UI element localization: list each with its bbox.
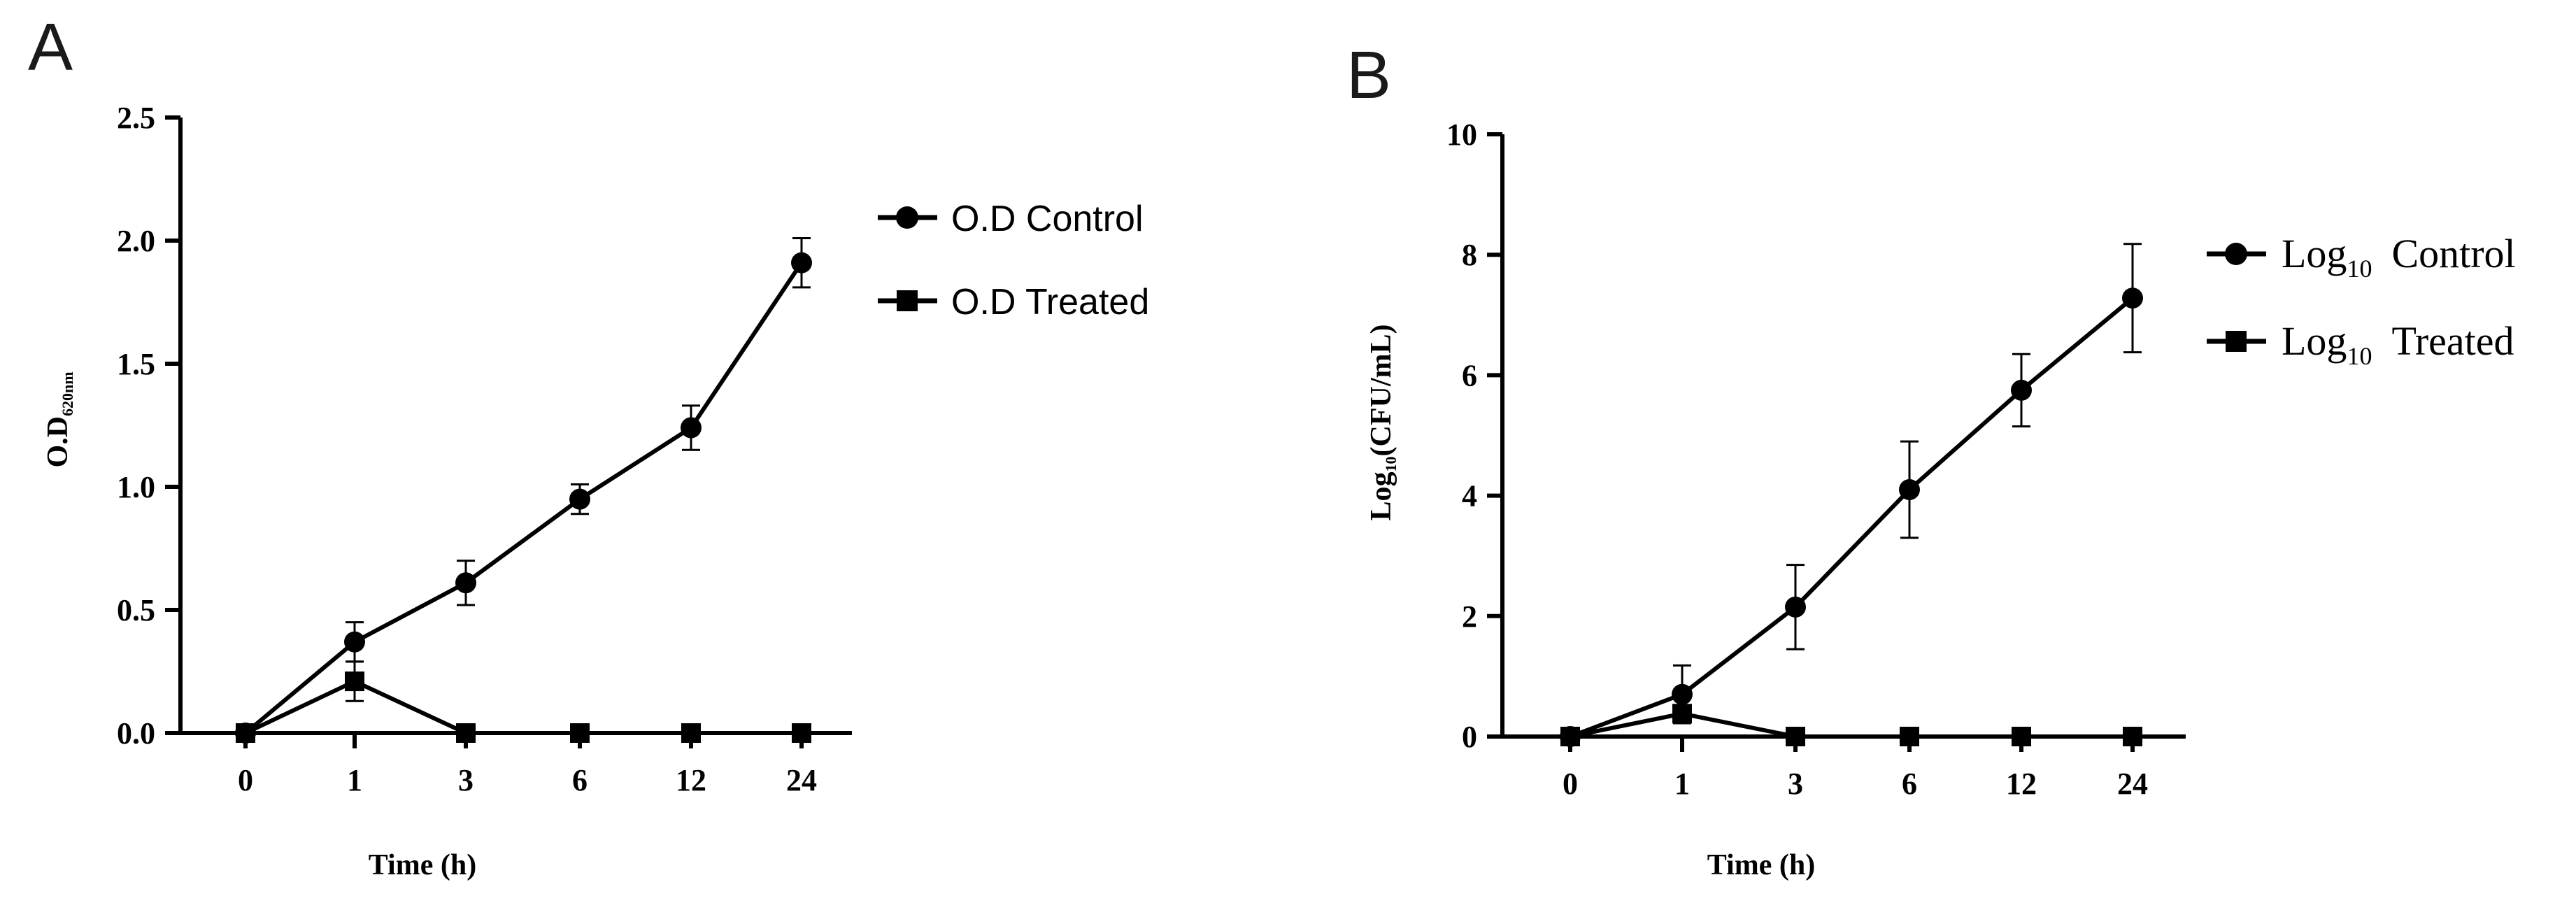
panel-a-x-tick-label: 3 xyxy=(458,763,474,797)
panel-b-y-tick-label: 8 xyxy=(1462,238,1477,272)
panel-a-legend-control-marker xyxy=(896,206,918,229)
panel-b-legend-treated-sub: 10 xyxy=(2347,342,2372,370)
panel-b-legend-treated-pre: Log xyxy=(2282,318,2347,364)
panel-a-y-axis-title-main: O.D xyxy=(42,416,74,468)
panel-a-legend-treated-marker xyxy=(897,290,918,311)
panel-a-series-control-point xyxy=(681,417,702,439)
panel-a-series-control-point xyxy=(344,631,365,653)
panel-a-series-treated-point xyxy=(570,723,590,743)
panel-a-y-axis-title-sub: 620nm xyxy=(59,371,76,416)
panel-a-series-control-point xyxy=(569,488,590,510)
panel-b-series-treated-point xyxy=(1900,727,1919,746)
panel-b-y-tick-label: 2 xyxy=(1462,599,1477,634)
panel-b-series-treated-point xyxy=(1560,727,1580,746)
panel-a-series-control-point xyxy=(791,252,812,273)
panel-a: A 0.0 0.5 1.0 1.5 2.0 2.5 0 1 3 6 12 24 O.D620nm Ti… xyxy=(28,10,1149,881)
panel-a-series-treated-point xyxy=(792,723,811,743)
panel-b-x-tick-label: 6 xyxy=(1902,767,1917,801)
panel-b-y-axis-title-sub: 10 xyxy=(1382,456,1400,471)
panel-b-x-tick-label: 12 xyxy=(2006,767,2037,801)
panel-a-y-tick-label: 1.0 xyxy=(117,470,155,504)
panel-b-x-tick-label: 0 xyxy=(1563,767,1578,801)
panel-b-y-tick-label: 4 xyxy=(1462,479,1477,513)
panel-a-series-treated-point xyxy=(236,723,255,743)
panel-b-legend-treated-label: Log10 Treated xyxy=(2282,318,2514,370)
panel-b-series-control-point xyxy=(2011,379,2032,401)
panel-a-series-treated-line xyxy=(244,679,802,735)
panel-a-series-control-point xyxy=(455,572,476,594)
panel-a-x-tick-label: 12 xyxy=(676,763,706,797)
panel-b-y-tick-label: 6 xyxy=(1462,358,1477,392)
panel-a-series-treated-point xyxy=(456,723,476,743)
panel-a-x-tick-label: 6 xyxy=(572,763,588,797)
panel-b-legend-control-post: Control xyxy=(2391,231,2515,276)
panel-a-plot: 0.0 0.5 1.0 1.5 2.0 2.5 0 1 3 6 12 24 xyxy=(117,101,852,797)
panel-b-legend-control-pre: Log xyxy=(2282,231,2347,276)
panel-b-legend: Log10 Control Log10 Treated xyxy=(2207,231,2516,370)
panel-b-series-control-line xyxy=(1569,296,2134,739)
panel-a-y-tick-label: 0.5 xyxy=(117,593,155,627)
panel-b-letter: B xyxy=(1346,38,1391,113)
panel-b-x-tick-label: 1 xyxy=(1674,767,1690,801)
panel-b-x-axis-title: Time (h) xyxy=(1707,849,1815,881)
panel-a-y-tick-label: 0.0 xyxy=(117,716,155,751)
panel-a-y-axis-title: O.D620nm xyxy=(42,371,76,467)
panel-b-legend-treated-post: Treated xyxy=(2391,318,2514,364)
panel-b-y-axis-title: Log10(CFU/mL) xyxy=(1365,325,1400,521)
panel-b-series-control-point xyxy=(2122,287,2143,309)
panel-b-series-treated-point xyxy=(2123,727,2142,746)
panel-a-x-axis-title: Time (h) xyxy=(369,849,476,881)
panel-a-letter: A xyxy=(28,10,73,85)
panel-a-legend-treated-label: O.D Treated xyxy=(951,282,1149,322)
panel-a-y-tick-label: 2.0 xyxy=(117,224,155,258)
panel-a-legend-control-label: O.D Control xyxy=(951,199,1144,239)
panel-b-y-axis-title-post: (CFU/mL) xyxy=(1365,325,1397,457)
panel-b-legend-control-label: Log10 Control xyxy=(2282,231,2516,283)
panel-b-y-tick-label: 10 xyxy=(1446,118,1477,152)
panel-b-y-tick-label: 0 xyxy=(1462,720,1477,754)
panel-a-series-treated-point xyxy=(345,671,364,692)
panel-b-series-treated-point xyxy=(1786,727,1805,746)
panel-b-legend-treated-marker xyxy=(2226,331,2247,352)
panel-b-legend-control-sub: 10 xyxy=(2347,255,2372,283)
panel-b-series-treated-point xyxy=(1672,704,1692,724)
panel-a-x-tick-label: 0 xyxy=(238,763,253,797)
panel-a-series-treated-point xyxy=(681,723,701,743)
panel-b-series-control-point xyxy=(1785,596,1806,618)
panel-a-x-tick-label: 24 xyxy=(786,763,817,797)
panel-b-x-tick-label: 24 xyxy=(2117,767,2148,801)
panel-b-series-control-point xyxy=(1672,683,1693,705)
panel-b-y-axis-title-pre: Log xyxy=(1365,471,1397,520)
panel-a-x-tick-label: 1 xyxy=(347,763,362,797)
panel-a-y-tick-label: 1.5 xyxy=(117,347,155,381)
panel-b-x-tick-label: 3 xyxy=(1788,767,1803,801)
panel-a-y-tick-label: 2.5 xyxy=(117,101,155,135)
panel-a-series-control-line xyxy=(244,262,804,735)
panel-b-legend-control-marker xyxy=(2225,243,2247,265)
panel-b-series-treated-point xyxy=(2012,727,2031,746)
panel-b-series-control-point xyxy=(1899,478,1920,500)
panel-a-legend: O.D Control O.D Treated xyxy=(878,199,1149,322)
panel-b-series-treated-line xyxy=(1570,711,2133,739)
